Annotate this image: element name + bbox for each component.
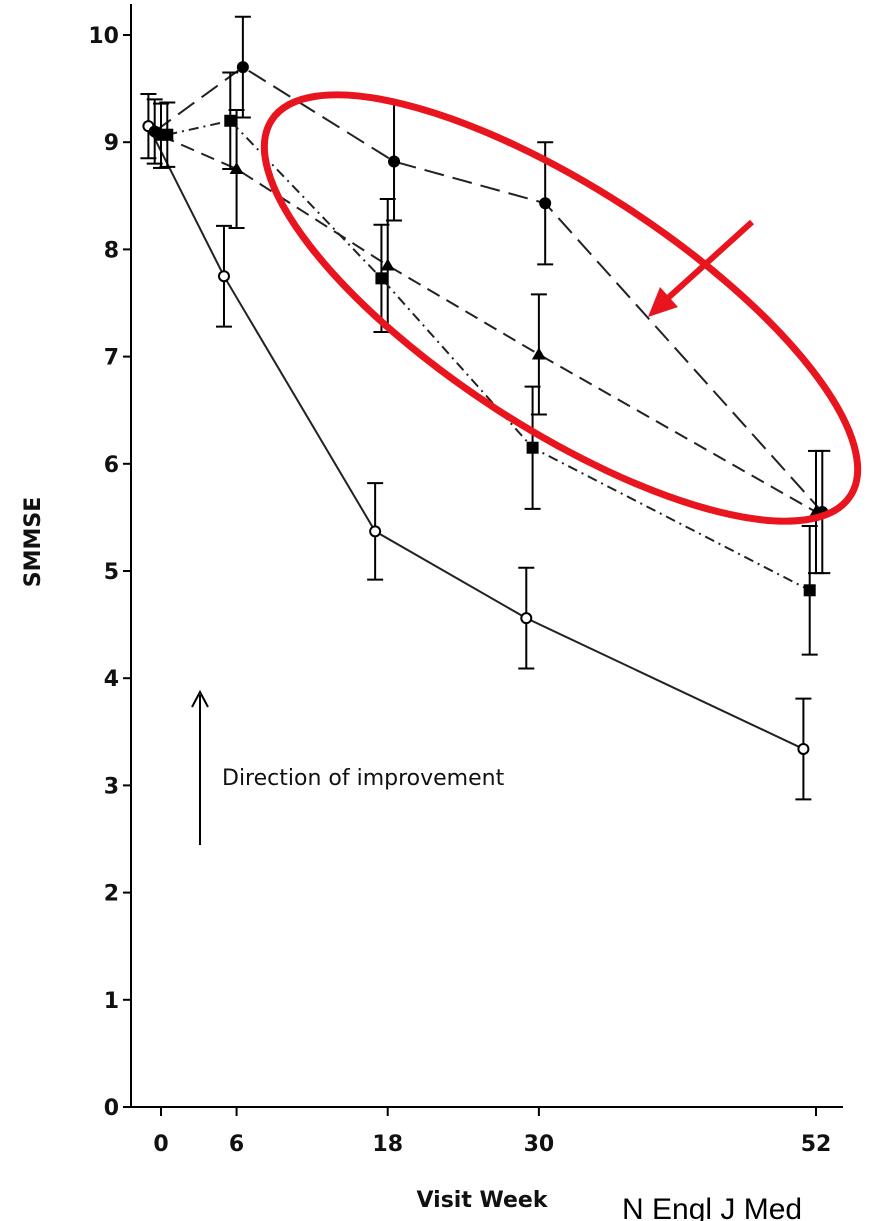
- series-line: [154, 65, 824, 513]
- series-2: [146, 15, 831, 575]
- y-tick-label: 3: [104, 774, 119, 799]
- y-tick-label: 10: [88, 24, 119, 49]
- data-point: [539, 197, 552, 210]
- data-point: [531, 347, 546, 360]
- y-tick-label: 8: [104, 238, 119, 263]
- data-point: [236, 61, 249, 74]
- x-axis-title: Visit Week: [417, 1188, 549, 1213]
- y-tick-label: 6: [104, 453, 119, 478]
- data-point: [224, 114, 237, 127]
- series-line: [160, 134, 817, 513]
- data-point: [797, 742, 810, 755]
- data-point: [520, 612, 533, 625]
- series-3: [153, 102, 824, 575]
- y-tick-label: 1: [104, 989, 119, 1014]
- highlight-arrow-shaft: [665, 219, 755, 301]
- y-tick-label: 0: [104, 1096, 119, 1121]
- series-line: [147, 125, 804, 750]
- data-point: [388, 155, 401, 168]
- data-point: [375, 272, 388, 285]
- x-tick-label: 18: [372, 1132, 403, 1157]
- x-tick-label: 0: [153, 1132, 168, 1157]
- data-point: [369, 525, 382, 538]
- citation: N Engl J Med: [622, 1193, 802, 1221]
- y-tick-label: 9: [104, 131, 119, 156]
- data-point: [526, 441, 539, 454]
- series-4: [159, 71, 818, 656]
- axes: 0 1 2 3 4 5 6 7 8 9 10 0 6 18 30 52 Visit Week SMMSE: [21, 4, 843, 1213]
- y-tick-label: 2: [104, 882, 119, 907]
- data-point: [380, 258, 395, 271]
- direction-of-improvement-label: Direction of improvement: [222, 766, 505, 791]
- series-line: [167, 119, 811, 592]
- improvement-arrow-head: [191, 689, 209, 708]
- annotations: Direction of improvement N Engl J Med: [191, 91, 862, 1221]
- y-axis-title: SMMSE: [21, 497, 46, 588]
- data-point: [217, 270, 230, 283]
- series-layer: [140, 15, 831, 801]
- data-point: [161, 128, 174, 141]
- y-tick-label: 4: [104, 667, 119, 692]
- x-tick-label: 6: [229, 1132, 244, 1157]
- highlight-ellipse: [260, 91, 862, 525]
- y-tick-label: 5: [104, 560, 119, 585]
- series-1: [140, 92, 812, 801]
- x-tick-label: 52: [801, 1132, 832, 1157]
- y-tick-label: 7: [104, 346, 119, 371]
- data-point: [803, 584, 816, 597]
- x-tick-label: 30: [524, 1132, 555, 1157]
- highlight-arrow-head: [648, 287, 678, 317]
